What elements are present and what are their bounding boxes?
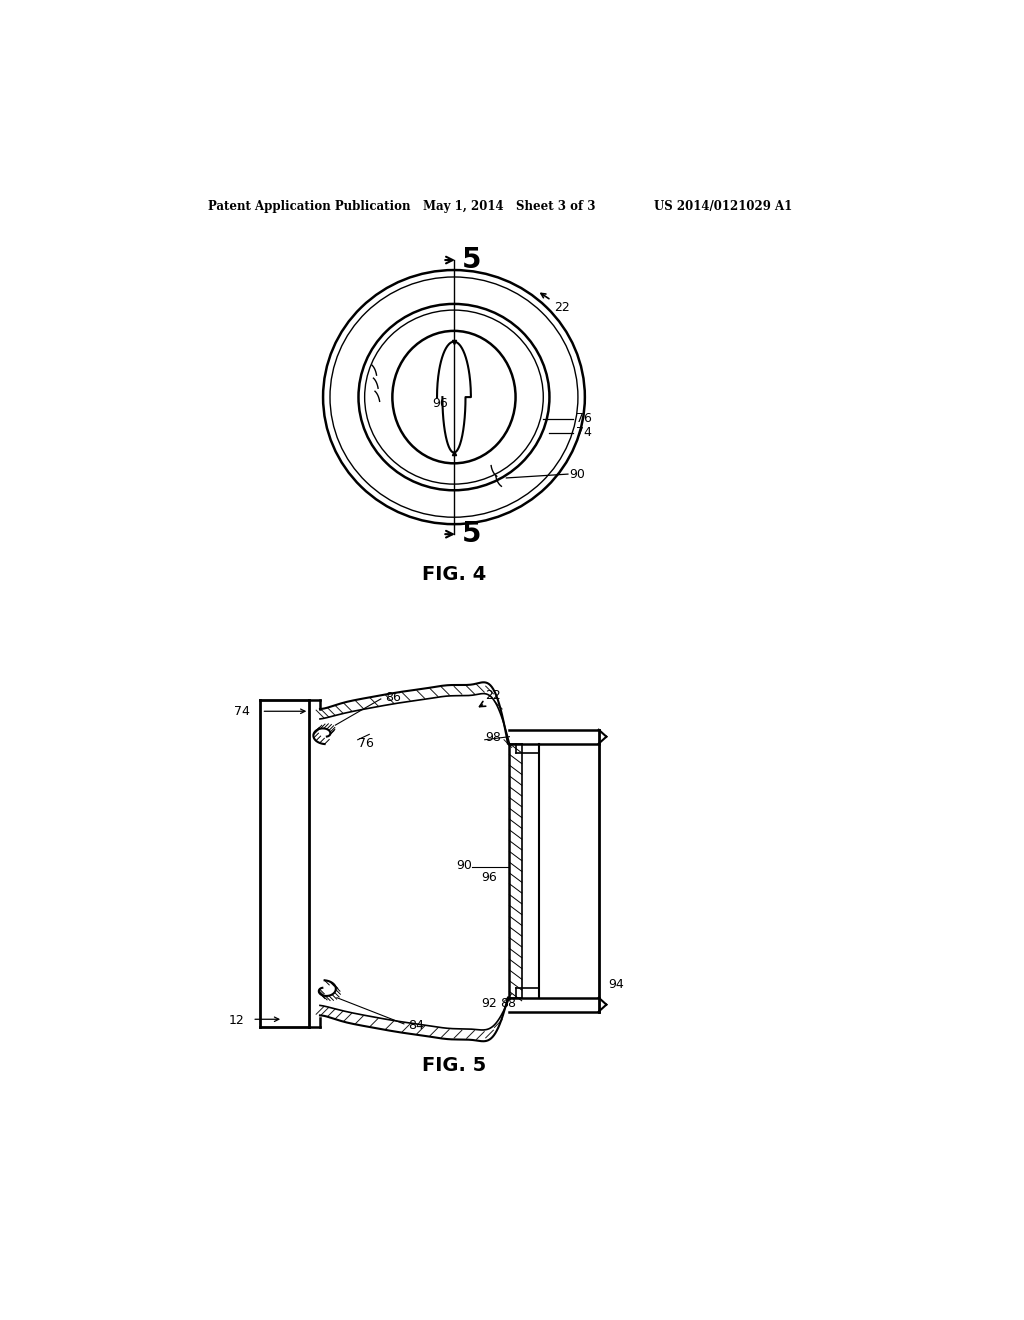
Text: 96: 96: [481, 871, 497, 884]
Text: 92: 92: [481, 998, 497, 1010]
Text: 98: 98: [484, 731, 501, 744]
Text: 84: 84: [408, 1019, 424, 1032]
Text: 22: 22: [484, 689, 501, 702]
Text: 76: 76: [357, 737, 374, 750]
Text: 74: 74: [234, 705, 250, 718]
Text: US 2014/0121029 A1: US 2014/0121029 A1: [654, 199, 793, 213]
Text: 86: 86: [385, 690, 400, 704]
Text: Patent Application Publication: Patent Application Publication: [208, 199, 410, 213]
Text: 76: 76: [575, 412, 592, 425]
Text: 90: 90: [569, 467, 586, 480]
Text: 12: 12: [228, 1014, 245, 1027]
Text: 5: 5: [462, 520, 481, 548]
Text: 88: 88: [500, 998, 516, 1010]
Text: 96: 96: [432, 397, 449, 409]
Text: 5: 5: [462, 246, 481, 275]
Text: 74: 74: [575, 426, 592, 440]
Text: May 1, 2014   Sheet 3 of 3: May 1, 2014 Sheet 3 of 3: [423, 199, 596, 213]
Text: 22: 22: [541, 293, 569, 314]
Text: 94: 94: [608, 978, 624, 991]
Text: FIG. 4: FIG. 4: [422, 565, 486, 583]
Text: FIG. 5: FIG. 5: [422, 1056, 486, 1074]
Text: 90: 90: [456, 859, 472, 871]
